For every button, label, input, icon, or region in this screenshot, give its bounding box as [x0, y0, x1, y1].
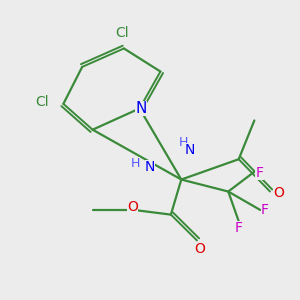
Text: O: O — [128, 200, 138, 214]
Text: F: F — [261, 203, 269, 217]
Text: H: H — [179, 136, 188, 149]
Text: N: N — [135, 101, 147, 116]
Text: Cl: Cl — [36, 95, 49, 109]
Text: N: N — [184, 143, 195, 157]
Text: F: F — [256, 166, 264, 180]
Text: H: H — [130, 157, 140, 170]
Text: N: N — [145, 160, 155, 174]
Text: F: F — [235, 221, 243, 236]
Text: Cl: Cl — [116, 26, 129, 40]
Text: O: O — [194, 242, 206, 256]
Text: O: O — [274, 186, 284, 200]
